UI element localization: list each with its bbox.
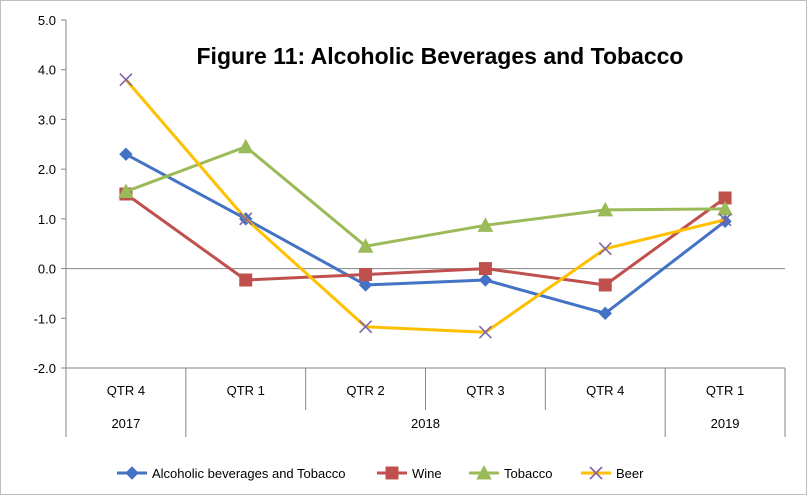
data-point (598, 278, 612, 292)
data-point (357, 238, 374, 253)
legend-item: Alcoholic beverages and Tobacco (117, 466, 345, 481)
x-group-label: 2019 (711, 416, 740, 431)
series-line (125, 152, 726, 315)
series-alcoholic-beverages-and-tobacco (119, 147, 732, 321)
series-line (125, 192, 726, 287)
data-point (237, 138, 254, 154)
data-point (597, 201, 614, 217)
y-tick-label: 0.0 (38, 262, 56, 277)
data-point (358, 278, 373, 292)
x-tick-label: QTR 3 (466, 383, 504, 398)
legend-marker (476, 464, 492, 480)
data-point (478, 325, 492, 339)
data-point (478, 262, 492, 276)
x-tick-label: QTR 4 (107, 383, 145, 398)
data-point (598, 306, 612, 321)
series-tobacco (118, 138, 733, 253)
x-tick-label: QTR 1 (227, 383, 265, 398)
x-tick-label: QTR 4 (586, 383, 624, 398)
x-tick-label: QTR 2 (346, 383, 384, 398)
legend-label: Wine (412, 466, 442, 481)
series-line (125, 145, 726, 248)
data-point (119, 73, 133, 87)
data-point (717, 200, 733, 216)
data-point (359, 268, 373, 282)
legend-label: Beer (616, 466, 644, 481)
data-point (478, 273, 493, 287)
series-layer (118, 73, 733, 339)
chart-title: Figure 11: Alcoholic Beverages and Tobac… (197, 43, 684, 69)
x-group-label: 2017 (111, 416, 140, 431)
axes: 5.0 4.0 3.0 2.0 1.0 0.0 -1.0 -2.0 QTR 4 QTR 1 QTR … (34, 13, 786, 437)
legend-marker (385, 466, 399, 480)
y-tick-label: 1.0 (38, 212, 56, 227)
legend-marker (589, 466, 603, 480)
data-point (119, 147, 133, 161)
y-tick-label: 3.0 (38, 112, 56, 127)
series-line (124, 78, 726, 334)
y-tick-label: 4.0 (38, 63, 56, 78)
y-tick-label: 5.0 (38, 13, 56, 28)
x-group-label: 2018 (411, 416, 440, 431)
legend-marker (125, 466, 139, 480)
y-tick-label: -2.0 (34, 361, 56, 376)
y-tick-label: 2.0 (38, 162, 56, 177)
data-point (239, 273, 253, 287)
data-point (477, 217, 494, 232)
legend-label: Alcoholic beverages and Tobacco (152, 466, 345, 481)
legend: Alcoholic beverages and Tobacco Wine Tobac… (117, 464, 644, 481)
legend-item: Beer (581, 466, 644, 481)
legend-item: Wine (377, 466, 442, 481)
data-point (598, 242, 612, 256)
legend-label: Tobacco (504, 466, 552, 481)
y-tick-label: -1.0 (34, 311, 56, 326)
x-tick-label: QTR 1 (706, 383, 744, 398)
data-point (718, 213, 732, 227)
series-beer (119, 73, 732, 339)
data-point (118, 183, 134, 199)
data-point (359, 320, 373, 334)
legend-item: Tobacco (469, 464, 552, 481)
data-point (239, 212, 253, 226)
